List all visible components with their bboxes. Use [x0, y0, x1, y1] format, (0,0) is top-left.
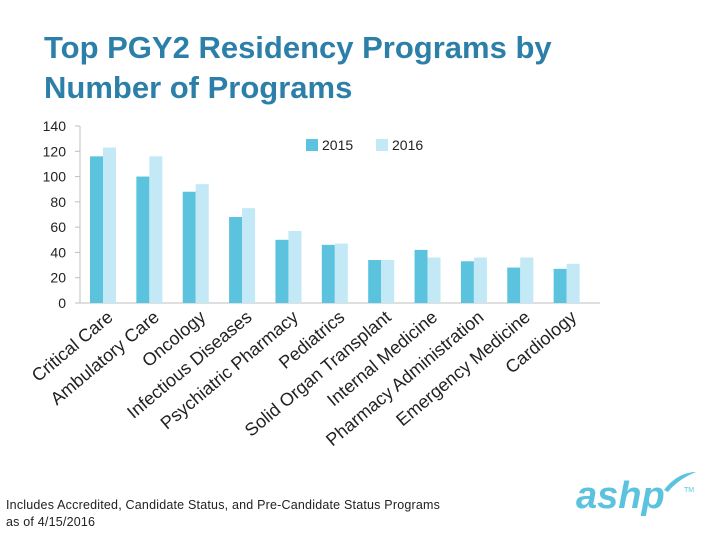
bar-2016-cardiology	[566, 263, 580, 303]
bar-2015-oncology	[182, 191, 196, 303]
logo-tm: TM	[684, 487, 694, 494]
legend-label-2016: 2016	[392, 137, 423, 153]
bar-2015-cardiology	[553, 268, 567, 303]
y-tick-label: 60	[50, 219, 66, 235]
chart-axes: 0 20 40 60 80 100 120 140	[43, 118, 600, 311]
chart-legend: 2015 2016	[306, 137, 423, 153]
footnote-line-1: Includes Accredited, Candidate Status, a…	[6, 498, 441, 512]
y-tick-label: 120	[43, 143, 67, 159]
bar-2016-pediatrics	[334, 243, 348, 303]
chart-title: Top PGY2 Residency Programs by Number of…	[44, 28, 644, 108]
bar-2015-ambulatory-care	[136, 176, 150, 303]
bar-2016-internal-medicine	[427, 257, 441, 303]
legend-label-2015: 2015	[322, 137, 353, 153]
y-tick-label: 20	[50, 270, 66, 286]
bar-2016-infectious-diseases	[242, 208, 256, 303]
ashp-logo: ashp TM	[576, 472, 696, 517]
bar-2016-ambulatory-care	[149, 156, 163, 303]
bar-2016-oncology	[195, 184, 209, 303]
title-line-2: Number of Programs	[44, 70, 353, 105]
chart-bars	[90, 147, 580, 303]
y-tick-label: 140	[43, 118, 67, 134]
bar-2015-psychiatric-pharmacy	[275, 239, 289, 303]
bar-2016-psychiatric-pharmacy	[288, 230, 302, 303]
y-tick-label: 0	[58, 295, 66, 311]
title-line-1: Top PGY2 Residency Programs by	[44, 30, 552, 65]
bar-2016-critical-care	[103, 147, 116, 303]
y-tick-label: 100	[43, 169, 67, 185]
bar-2015-emergency-medicine	[507, 267, 521, 303]
footnote-line-2: as of 4/15/2016	[6, 515, 96, 529]
bar-2015-infectious-diseases	[229, 217, 243, 303]
logo-swoosh-icon	[664, 472, 696, 492]
bar-2015-critical-care	[90, 156, 103, 303]
bar-2015-pediatrics	[321, 244, 335, 303]
legend-swatch-2015	[306, 139, 318, 151]
footnote: Includes Accredited, Candidate Status, a…	[6, 497, 566, 531]
bar-2016-emergency-medicine	[520, 257, 534, 303]
bar-2015-solid-organ-transplant	[368, 260, 382, 303]
bar-2016-solid-organ-transplant	[381, 260, 395, 303]
bar-2016-pharmacy-administration	[473, 257, 487, 303]
y-tick-label: 80	[50, 194, 66, 210]
y-tick-label: 40	[50, 244, 66, 260]
legend-swatch-2016	[376, 139, 388, 151]
bar-2015-internal-medicine	[414, 249, 428, 303]
logo-text: ashp	[576, 475, 665, 517]
bar-2015-pharmacy-administration	[460, 261, 474, 303]
